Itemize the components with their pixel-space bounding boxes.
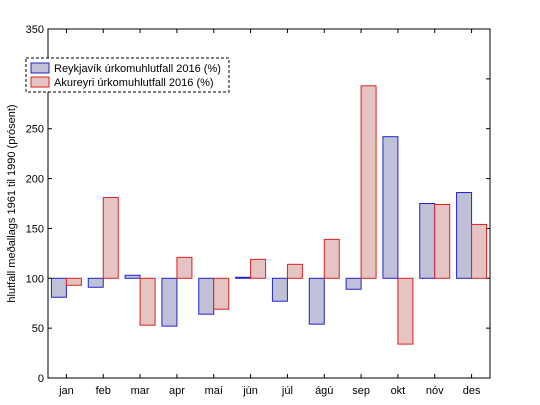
bar-akureyri-nóv bbox=[434, 203, 451, 279]
legend-box bbox=[25, 57, 230, 93]
y-tick-label: 350 bbox=[26, 24, 44, 36]
bar-akureyri-ágú bbox=[323, 238, 340, 279]
bar-reykjavik-feb bbox=[87, 277, 104, 288]
legend-label-reykjavik: Reykjavík úrkomuhlutfall 2016 (%) bbox=[54, 63, 221, 75]
legend: Reykjavík úrkomuhlutfall 2016 (%) Akureyr… bbox=[25, 57, 230, 93]
bar-akureyri-mar bbox=[139, 277, 156, 326]
bar-reykjavik-apr bbox=[161, 277, 178, 327]
y-tick-label: 50 bbox=[32, 323, 44, 335]
legend-label-akureyri: Akureyri úrkomuhlutfall 2016 (%) bbox=[54, 77, 214, 89]
x-tick-label: jan bbox=[58, 385, 74, 397]
bar-akureyri-des bbox=[471, 223, 488, 279]
bar-reykjavik-sep bbox=[345, 277, 362, 290]
x-tick-label: mar bbox=[131, 385, 150, 397]
x-tick-label: nóv bbox=[426, 385, 444, 397]
legend-swatch-reykjavik bbox=[30, 62, 50, 74]
y-tick-label: 100 bbox=[26, 273, 44, 285]
bar-akureyri-maí bbox=[213, 277, 230, 310]
bar-akureyri-apr bbox=[176, 256, 193, 279]
x-tick-label: okt bbox=[391, 385, 406, 397]
x-tick-label: maí bbox=[205, 385, 223, 397]
bar-reykjavik-okt bbox=[382, 136, 399, 279]
bar-reykjavik-júl bbox=[271, 277, 288, 302]
bar-akureyri-sep bbox=[360, 85, 377, 279]
bar-akureyri-okt bbox=[397, 277, 414, 345]
bar-akureyri-jan bbox=[65, 277, 82, 286]
x-tick-label: jún bbox=[242, 385, 258, 397]
x-tick-label: júl bbox=[281, 385, 293, 397]
bar-reykjavik-jún bbox=[235, 276, 252, 279]
y-tick-label: 0 bbox=[38, 373, 44, 385]
bar-akureyri-feb bbox=[102, 197, 119, 279]
bar-reykjavik-maí bbox=[198, 277, 215, 315]
bar-reykjavik-ágú bbox=[308, 277, 325, 325]
bar-akureyri-júl bbox=[286, 263, 303, 279]
plot-area bbox=[47, 28, 491, 379]
x-tick-label: sep bbox=[352, 385, 370, 397]
y-tick-label: 250 bbox=[26, 124, 44, 136]
x-tick-label: feb bbox=[96, 385, 111, 397]
x-tick-label: apr bbox=[169, 385, 185, 397]
y-tick-label: 150 bbox=[26, 223, 44, 235]
legend-swatch-akureyri bbox=[30, 76, 50, 88]
y-axis-title: hlutfall meðallags 1961 til 1990 (prósen… bbox=[6, 104, 18, 302]
bar-akureyri-jún bbox=[250, 258, 267, 279]
y-tick-label: 200 bbox=[26, 174, 44, 186]
bar-reykjavik-des bbox=[456, 192, 473, 279]
x-tick-label: des bbox=[463, 385, 481, 397]
bar-reykjavik-nóv bbox=[419, 203, 436, 279]
bar-reykjavik-jan bbox=[50, 277, 67, 298]
x-tick-label: ágú bbox=[315, 385, 333, 397]
bar-reykjavik-mar bbox=[124, 274, 141, 279]
